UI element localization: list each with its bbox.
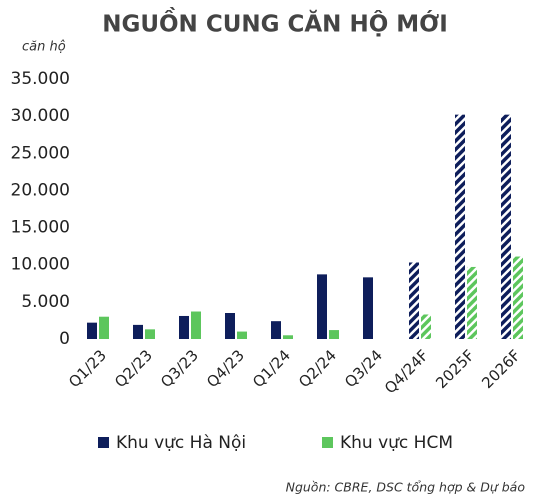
bar (87, 322, 97, 339)
bar (225, 313, 235, 339)
y-tick-label: 20.000 (11, 180, 70, 200)
x-tick-label: Q1/24 (249, 346, 294, 391)
bar (467, 266, 477, 339)
bar (133, 324, 143, 339)
y-tick-label: 10.000 (11, 255, 70, 275)
bar (191, 311, 201, 339)
x-tick-label: Q3/23 (157, 346, 202, 391)
bar (421, 314, 431, 339)
x-tick-label: Q3/24 (341, 346, 386, 391)
bar (513, 256, 523, 339)
bar (501, 114, 511, 340)
y-tick-label: 25.000 (11, 143, 70, 163)
y-axis-label: căn hộ (22, 40, 66, 55)
legend-swatch (98, 437, 109, 448)
bar (271, 321, 281, 339)
x-tick-label: 2025F (432, 346, 478, 392)
bar (179, 315, 189, 339)
x-tick-label: Q4/23 (203, 346, 248, 391)
bar (363, 277, 373, 339)
x-tick-label: Q2/24 (295, 346, 340, 391)
y-tick-label: 35.000 (11, 69, 70, 89)
x-tick-label: Q4/24F (381, 346, 432, 397)
bar (99, 316, 109, 339)
source: Nguồn: CBRE, DSC tổng hợp & Dự báo (286, 480, 526, 495)
x-tick-label: Q2/23 (111, 346, 156, 391)
y-tick-label: 15.000 (11, 218, 70, 238)
legend-swatch (322, 437, 333, 448)
y-tick-label: 30.000 (11, 106, 70, 126)
bar (409, 262, 419, 339)
bar (329, 330, 339, 339)
x-tick-label: 2026F (478, 346, 524, 392)
y-tick-label: 5.000 (21, 292, 70, 312)
bar (145, 329, 155, 339)
chart-title: NGUỒN CUNG CĂN HỘ MỚI (102, 7, 448, 38)
bar (455, 114, 465, 340)
bar (237, 331, 247, 339)
legend-label: Khu vực HCM (340, 433, 453, 453)
y-tick-label: 0 (59, 329, 70, 349)
legend-label: Khu vực Hà Nội (116, 433, 246, 453)
bar (283, 335, 293, 339)
x-tick-label: Q1/23 (65, 346, 110, 391)
bar (317, 274, 327, 339)
